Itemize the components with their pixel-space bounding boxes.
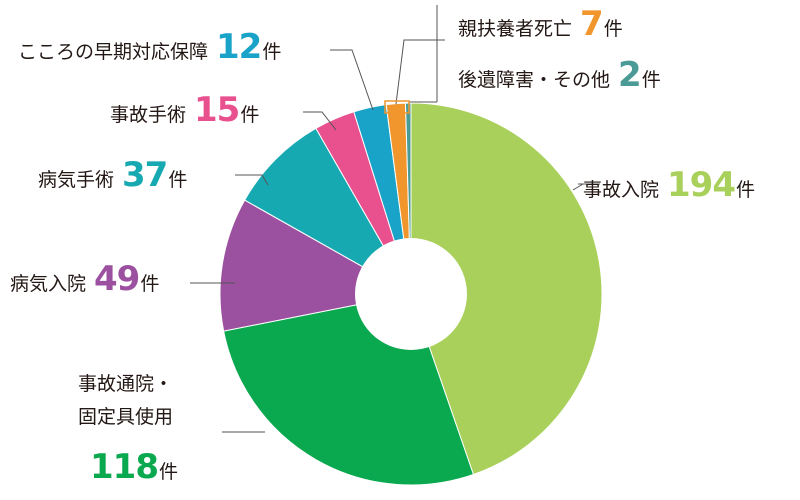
slice-label-value: 118 <box>90 447 159 487</box>
leader-line <box>572 183 584 191</box>
slice-label-unit: 件 <box>736 179 756 201</box>
label-illness-hospital: 病気入院 49件 <box>10 262 159 296</box>
slice-label-name: 病気手術 <box>38 169 115 191</box>
slice-accident-hospital <box>410 102 603 476</box>
label-guardian-death: 親扶養者死亡 7件 <box>458 7 623 41</box>
label-accident-outpatient: 事故通院・ 固定具使用 <box>78 375 173 427</box>
slice-label-value: 12 <box>216 27 262 67</box>
leader-lines <box>190 5 600 433</box>
leader-line <box>395 39 445 105</box>
slice-label-name: 後遺障害・その他 <box>458 69 611 91</box>
slice-label-unit: 件 <box>168 169 188 191</box>
slice-label-name-line2: 固定具使用 <box>78 406 174 428</box>
label-accident-surgery: 事故手術 15件 <box>110 93 259 127</box>
slice-label-name: 事故手術 <box>110 104 187 126</box>
slice-label-unit: 件 <box>262 41 282 63</box>
leader-line <box>303 111 337 131</box>
slice-label-unit: 件 <box>240 104 260 126</box>
slice-label-name-line1: 事故通院・ <box>78 373 174 395</box>
slice-illness-surgery <box>243 127 413 296</box>
label-illness-surgery: 病気手術 37件 <box>38 158 187 192</box>
label-accident-outpatient-value: 118件 <box>90 450 178 484</box>
slice-label-value: 37 <box>122 155 168 195</box>
slice-label-value: 7 <box>580 4 604 44</box>
donut-hole <box>355 238 467 350</box>
slice-label-unit: 件 <box>603 18 623 40</box>
slice-label-value: 194 <box>667 165 736 205</box>
label-disability: 後遺障害・その他 2件 <box>458 58 661 92</box>
leader-line <box>330 49 374 111</box>
label-accident-hospital: 事故入院 194件 <box>583 168 755 202</box>
label-mental: こころの早期対応保障 12件 <box>18 30 281 64</box>
slice-label-unit: 件 <box>641 69 661 91</box>
slice-label-name: 病気入院 <box>10 273 87 295</box>
slice-label-name: 事故入院 <box>583 179 660 201</box>
slice-label-unit: 件 <box>158 461 178 483</box>
slice-label-unit: 件 <box>140 273 160 295</box>
slice-label-name: こころの早期対応保障 <box>18 41 209 63</box>
slice-label-name: 親扶養者死亡 <box>458 18 573 40</box>
slice-label-value: 15 <box>194 90 240 130</box>
small-slices-marker <box>384 100 410 114</box>
leader-line <box>235 174 269 186</box>
slice-label-value: 2 <box>618 55 642 95</box>
slice-label-value: 49 <box>94 259 140 299</box>
